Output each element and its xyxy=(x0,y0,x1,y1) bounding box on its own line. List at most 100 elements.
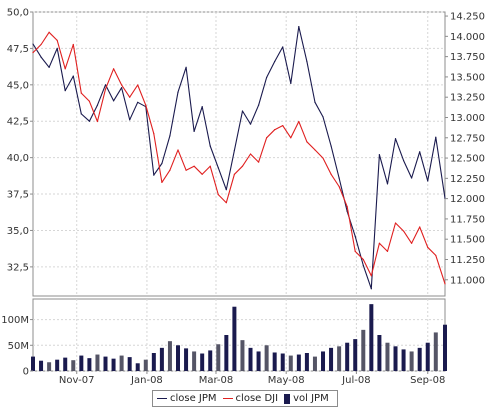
series-point xyxy=(370,275,372,277)
series-point xyxy=(427,180,429,182)
series-point xyxy=(394,138,397,140)
series-point xyxy=(394,222,397,224)
series-point xyxy=(177,149,179,151)
volume-bar xyxy=(321,351,326,371)
volume-bar xyxy=(240,340,245,371)
right-axis-tick-label: 14.250 xyxy=(450,12,485,23)
series-point xyxy=(306,60,308,63)
series-point xyxy=(298,120,300,123)
series-point xyxy=(64,90,66,92)
series-point xyxy=(282,46,284,48)
series-point xyxy=(72,43,74,46)
right-axis-tick-label: 11.750 xyxy=(450,214,485,225)
series-point xyxy=(298,25,300,28)
series-point xyxy=(217,193,219,196)
volume-bar xyxy=(167,341,172,371)
series-point xyxy=(435,254,437,257)
volume-bar xyxy=(111,358,116,371)
series-line-close-jpm xyxy=(32,26,446,290)
series-point xyxy=(370,288,372,290)
legend-item-close-dji: close DJI xyxy=(222,393,278,404)
volume-gridlines xyxy=(33,299,445,372)
series-point xyxy=(241,165,244,167)
date-axis-tick-label: Sep-08 xyxy=(410,375,445,386)
date-axis-tick-label: Nov-07 xyxy=(59,375,95,386)
series-point xyxy=(330,173,332,175)
volume-bar xyxy=(47,362,52,371)
volume-bar xyxy=(159,347,164,371)
series-point xyxy=(72,75,74,77)
series-point xyxy=(217,167,219,169)
series-point xyxy=(354,235,356,237)
right-axis-tick-label: 12.250 xyxy=(450,174,485,185)
series-point xyxy=(185,66,187,68)
volume-bar xyxy=(135,363,140,371)
right-axis-tick-label: 11.000 xyxy=(450,275,485,286)
series-point xyxy=(233,173,235,175)
series-point xyxy=(161,181,163,183)
series-point xyxy=(56,39,58,42)
volume-bar xyxy=(369,304,374,371)
series-point xyxy=(209,165,211,167)
series-point xyxy=(435,136,437,138)
series-point xyxy=(40,56,42,58)
price-plot-frame xyxy=(32,11,446,297)
volume-bar xyxy=(393,346,398,371)
volume-bar xyxy=(192,351,197,371)
volume-bar xyxy=(345,342,350,371)
right-axis-tick-label: 12.500 xyxy=(450,154,485,165)
volume-bar xyxy=(312,356,317,371)
volume-bar xyxy=(443,324,447,371)
volume-bar xyxy=(208,350,213,371)
volume-bar xyxy=(119,355,124,371)
volume-bar xyxy=(55,359,60,371)
series-point xyxy=(257,104,260,106)
series-point xyxy=(193,165,195,167)
volume-bar xyxy=(385,342,390,371)
series-point xyxy=(145,104,147,106)
series-point xyxy=(306,141,308,143)
series-point xyxy=(177,91,179,93)
volume-bar xyxy=(200,353,205,371)
series-point xyxy=(137,84,139,86)
series-point xyxy=(80,92,82,94)
volume-bar xyxy=(337,346,342,371)
volume-bar xyxy=(63,357,68,371)
series-point xyxy=(104,88,107,90)
series-point xyxy=(121,87,123,89)
series-point xyxy=(411,177,413,179)
series-point xyxy=(80,113,82,115)
series-point xyxy=(314,149,316,151)
series-point xyxy=(137,101,139,103)
left-axis-tick-label: 40,0 xyxy=(7,153,29,164)
series-point xyxy=(241,110,244,112)
left-axis-tick-label: 47,5 xyxy=(7,44,29,55)
volume-bar xyxy=(151,353,156,371)
series-point xyxy=(282,125,284,127)
series-point xyxy=(378,242,381,244)
series-point xyxy=(346,206,348,208)
legend-item-close-jpm: close JPM xyxy=(157,393,217,404)
volume-bar xyxy=(224,335,229,371)
series-point xyxy=(249,123,252,125)
price-gridlines xyxy=(33,11,445,296)
series-point xyxy=(266,76,268,79)
volume-bar xyxy=(288,355,293,371)
price-plot-area xyxy=(32,11,446,297)
series-point xyxy=(169,135,171,137)
series-point xyxy=(112,68,115,70)
volume-axis-tick-label: 50M xyxy=(8,341,29,352)
volume-bar xyxy=(39,360,44,371)
date-axis-tick-label: May-08 xyxy=(268,375,305,386)
volume-axis-tick-label: 100M xyxy=(1,315,29,326)
series-point xyxy=(88,100,90,102)
series-point xyxy=(274,129,276,131)
series-point xyxy=(266,137,268,139)
right-axis-tick-label: 13.500 xyxy=(450,72,485,83)
volume-bar xyxy=(95,354,100,371)
volume-bar xyxy=(87,358,92,371)
volume-bar xyxy=(232,306,237,371)
volume-bar xyxy=(425,342,430,371)
